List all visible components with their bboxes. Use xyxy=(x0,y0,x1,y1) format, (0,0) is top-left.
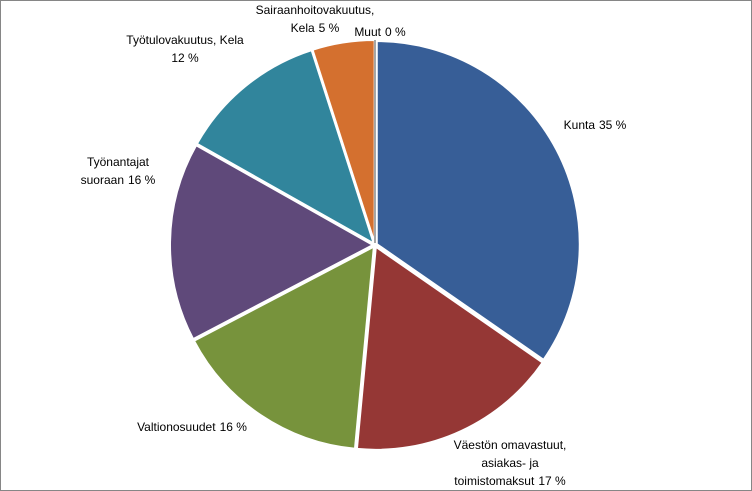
slice-value-label: 16 % xyxy=(220,420,248,434)
pie-slice xyxy=(195,48,376,246)
slice-value-label: 12 % xyxy=(171,51,199,65)
slice-label-line: asiakas- ja xyxy=(481,456,539,470)
slice-label: Työtulovakuutus, Kela xyxy=(126,33,244,47)
slice-label: Valtionosuudet xyxy=(137,420,216,434)
slice-value-label: 0 % xyxy=(385,25,406,39)
slice-value-label: 5 % xyxy=(319,21,340,35)
slice-label: Työnantajat suoraan xyxy=(81,155,150,187)
pie-slice xyxy=(192,244,376,450)
slice-label-line: Työtulovakuutus, Kela xyxy=(126,33,244,47)
slice-label-line: Muut xyxy=(354,25,381,39)
slice-label: Muut xyxy=(354,25,381,39)
slice-label: Kunta xyxy=(564,118,596,132)
pie-slice xyxy=(355,245,545,451)
slice-label-line: Kunta xyxy=(564,118,596,132)
slice-label-line: suoraan xyxy=(81,173,124,187)
slice-label-line: toimistomaksut xyxy=(454,474,535,488)
slice-label-line: Valtionosuudet xyxy=(137,420,216,434)
slice-value-label: 17 % xyxy=(538,474,566,488)
pie-slice xyxy=(375,40,581,362)
slice-label-line: Työnantajat xyxy=(87,155,150,169)
slice-label-line: Väestön omavastuut, xyxy=(454,438,567,452)
slice-label: Sairaanhoitovakuutus, Kela xyxy=(256,3,375,35)
slice-label: Väestön omavastuut, asiakas- ja toimistoma… xyxy=(454,438,567,488)
slice-value-label: 16 % xyxy=(128,173,156,187)
pie-slice xyxy=(169,143,376,341)
slice-label-line: Sairaanhoitovakuutus, xyxy=(256,3,375,17)
slice-value-label: 35 % xyxy=(599,118,627,132)
slice-label-line: Kela xyxy=(291,21,315,35)
